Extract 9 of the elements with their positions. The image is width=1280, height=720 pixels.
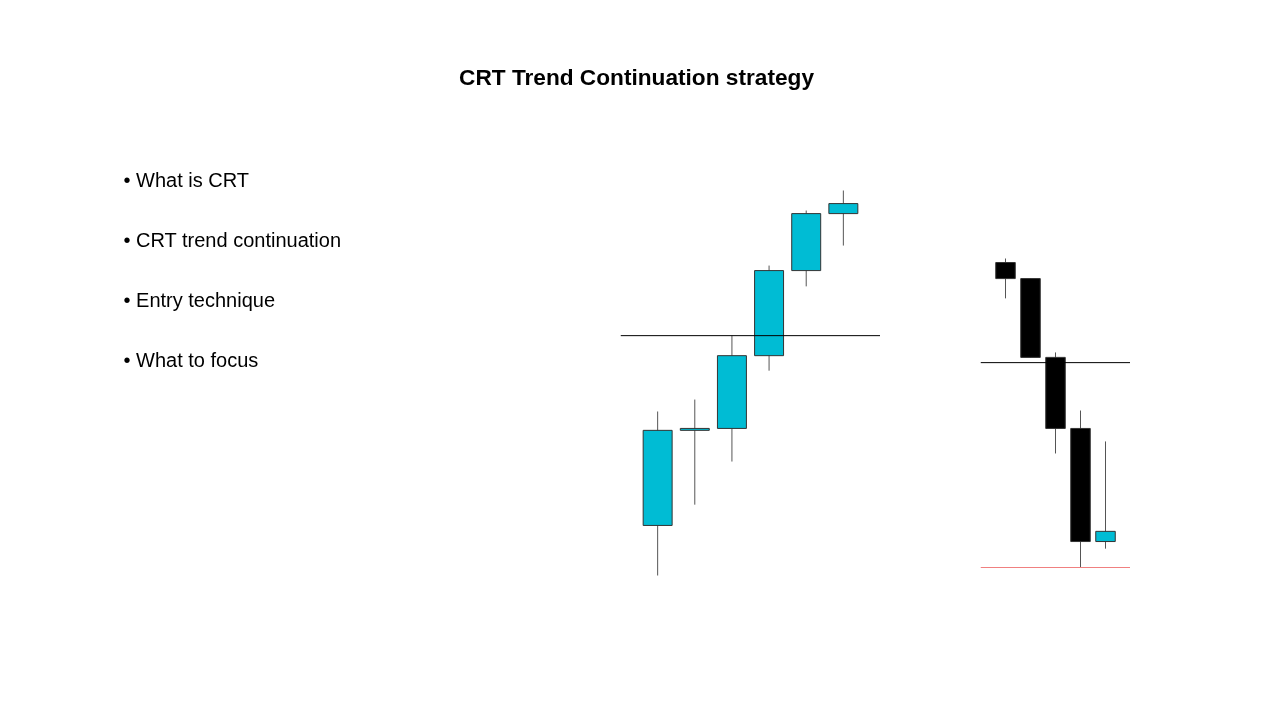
candlestick <box>828 190 859 247</box>
text: • What is CRT <box>123 168 250 191</box>
candlestick <box>679 399 710 506</box>
text: CRT Trend Continuation strategy <box>459 63 815 90</box>
candlestick <box>1095 440 1116 550</box>
text: • What to focus <box>123 348 259 371</box>
text: • Entry technique <box>123 288 276 311</box>
text: • CRT trend continuation <box>123 228 341 251</box>
candlestick <box>995 258 1016 299</box>
